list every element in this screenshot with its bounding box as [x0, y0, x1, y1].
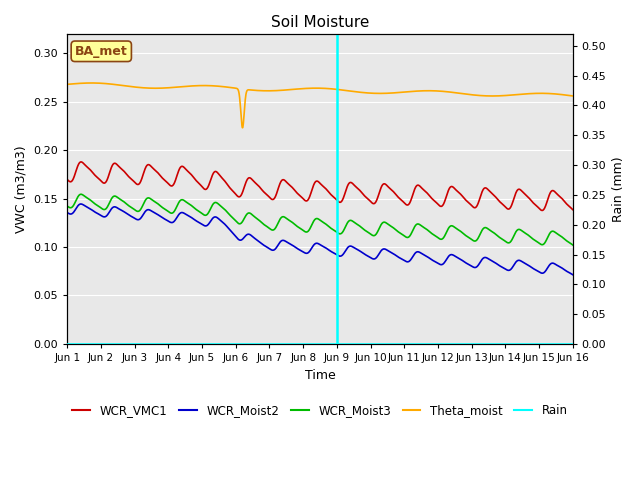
Legend: WCR_VMC1, WCR_Moist2, WCR_Moist3, Theta_moist, Rain: WCR_VMC1, WCR_Moist2, WCR_Moist3, Theta_…	[68, 399, 572, 422]
Theta_moist	[346, 88, 353, 94]
WCR_VMC1	[346, 180, 353, 186]
WCR_VMC1	[63, 177, 71, 182]
Rain	[204, 341, 212, 347]
Line: WCR_Moist2: WCR_Moist2	[67, 204, 573, 275]
Theta_moist	[539, 90, 547, 96]
Y-axis label: Rain (mm): Rain (mm)	[612, 156, 625, 222]
WCR_VMC1	[467, 202, 474, 207]
Theta_moist	[63, 82, 71, 87]
WCR_Moist3	[77, 192, 84, 197]
Text: BA_met: BA_met	[75, 45, 127, 58]
Y-axis label: VWC (m3/m3): VWC (m3/m3)	[15, 145, 28, 233]
WCR_Moist2	[77, 201, 84, 207]
WCR_VMC1	[524, 194, 532, 200]
WCR_Moist2	[346, 243, 353, 249]
WCR_Moist2	[467, 263, 474, 268]
WCR_VMC1	[205, 183, 212, 189]
Theta_moist	[88, 80, 95, 86]
Line: Theta_moist: Theta_moist	[67, 83, 573, 128]
WCR_Moist3	[63, 203, 71, 209]
Rain	[524, 341, 532, 347]
WCR_Moist3	[569, 242, 577, 248]
WCR_VMC1	[335, 199, 342, 204]
Rain	[569, 341, 577, 347]
WCR_Moist2	[335, 253, 342, 259]
Theta_moist	[525, 91, 532, 96]
WCR_Moist2	[205, 221, 212, 227]
Title: Soil Moisture: Soil Moisture	[271, 15, 369, 30]
WCR_Moist2	[63, 210, 71, 216]
WCR_Moist3	[467, 236, 474, 241]
WCR_Moist3	[346, 218, 353, 224]
Theta_moist	[467, 92, 475, 97]
WCR_Moist2	[538, 270, 546, 276]
WCR_VMC1	[539, 207, 547, 213]
WCR_VMC1	[538, 207, 546, 213]
Rain	[346, 341, 353, 347]
X-axis label: Time: Time	[305, 369, 335, 382]
Theta_moist	[335, 87, 342, 93]
Rain	[334, 341, 342, 347]
Line: WCR_Moist3: WCR_Moist3	[67, 194, 573, 245]
Rain	[538, 341, 546, 347]
WCR_Moist3	[205, 210, 212, 216]
Line: WCR_VMC1: WCR_VMC1	[67, 162, 573, 210]
WCR_Moist2	[569, 272, 577, 277]
WCR_Moist3	[524, 232, 532, 238]
Theta_moist	[569, 93, 577, 99]
Rain	[63, 341, 71, 347]
Theta_moist	[239, 125, 246, 131]
Theta_moist	[205, 83, 212, 88]
WCR_VMC1	[569, 207, 577, 213]
WCR_Moist3	[538, 242, 546, 248]
WCR_Moist3	[335, 230, 342, 236]
WCR_VMC1	[77, 159, 85, 165]
Rain	[467, 341, 474, 347]
WCR_Moist2	[524, 262, 532, 268]
